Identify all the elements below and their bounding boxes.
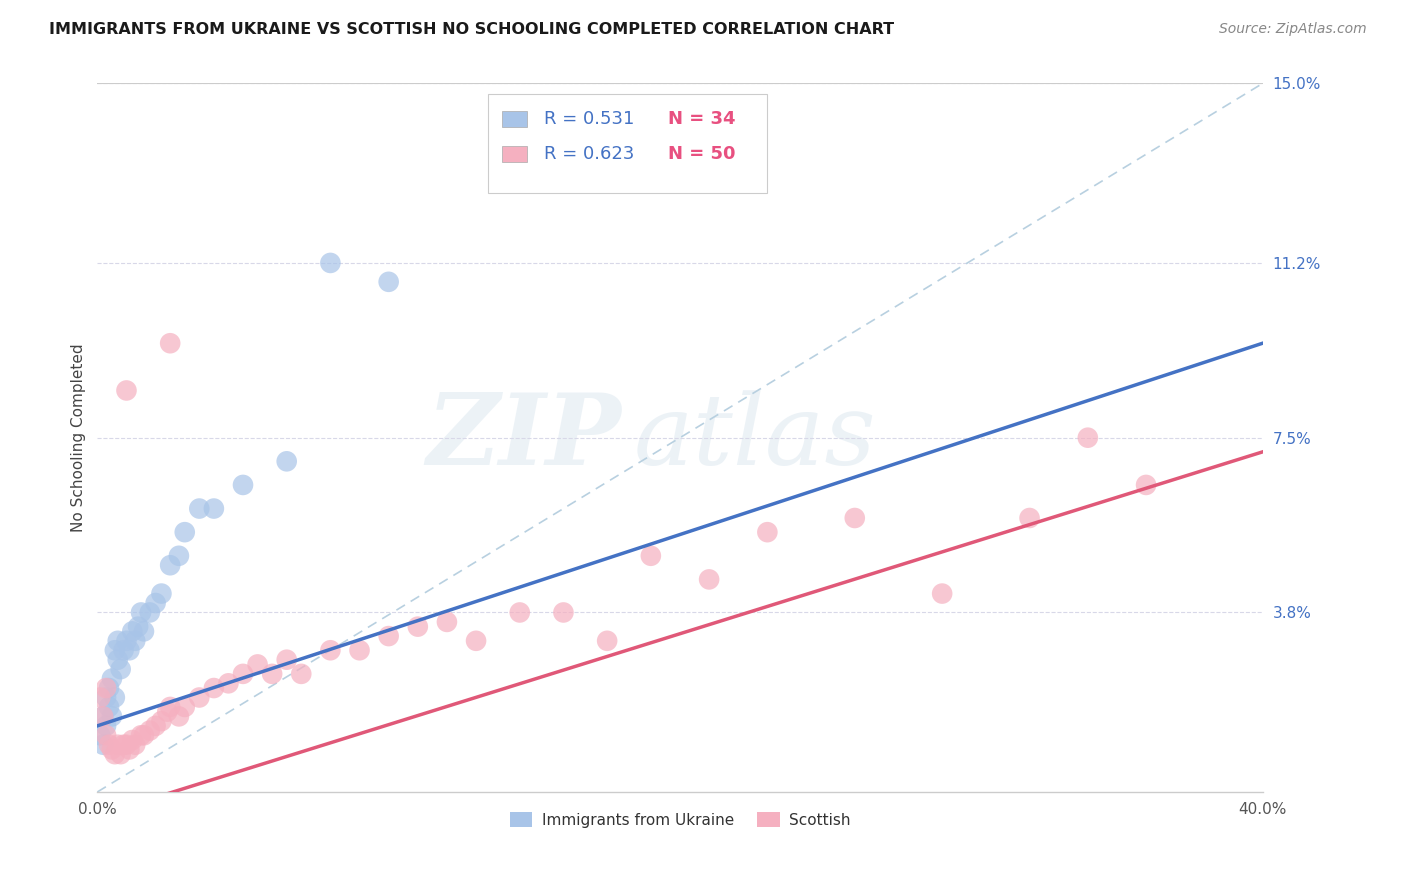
Point [697, 573, 720, 587]
Point [173, 525, 195, 540]
Point [94, 728, 117, 742]
FancyBboxPatch shape [488, 94, 768, 194]
Point [509, 606, 531, 620]
Point [107, 738, 129, 752]
Text: atlas: atlas [633, 390, 876, 485]
Point [101, 672, 124, 686]
Point [377, 629, 399, 643]
Point [124, 738, 146, 752]
Point [465, 633, 488, 648]
Point [118, 742, 141, 756]
Point [104, 747, 127, 761]
Point [232, 666, 254, 681]
Point [121, 624, 143, 639]
Point [377, 275, 399, 289]
Point [756, 525, 779, 540]
Point [159, 700, 181, 714]
Point [132, 728, 155, 742]
Point [127, 620, 149, 634]
Point [118, 643, 141, 657]
Point [150, 714, 173, 728]
Point [276, 653, 298, 667]
Point [101, 709, 124, 723]
Point [129, 606, 152, 620]
Point [115, 738, 138, 752]
Point [98, 738, 121, 752]
Point [319, 643, 342, 657]
Point [94, 690, 117, 705]
Point [129, 728, 152, 742]
Text: N = 50: N = 50 [668, 145, 735, 163]
Point [156, 705, 179, 719]
Point [89, 690, 111, 705]
Point [115, 633, 138, 648]
Point [159, 336, 181, 351]
Point [188, 690, 211, 705]
Point [112, 738, 135, 752]
Point [173, 700, 195, 714]
Point [276, 454, 298, 468]
FancyBboxPatch shape [502, 112, 527, 127]
Text: R = 0.623: R = 0.623 [544, 145, 634, 163]
Point [98, 681, 121, 695]
Point [246, 657, 269, 672]
Point [124, 633, 146, 648]
Point [436, 615, 458, 629]
FancyBboxPatch shape [502, 146, 527, 162]
Point [139, 606, 162, 620]
Point [91, 738, 114, 752]
Point [89, 728, 111, 742]
Point [110, 747, 132, 761]
Text: Source: ZipAtlas.com: Source: ZipAtlas.com [1219, 22, 1367, 37]
Y-axis label: No Schooling Completed: No Schooling Completed [72, 343, 86, 532]
Point [290, 666, 312, 681]
Point [1077, 431, 1099, 445]
Point [112, 643, 135, 657]
Point [94, 681, 117, 695]
Point [115, 384, 138, 398]
Point [931, 586, 953, 600]
Point [640, 549, 662, 563]
Point [553, 606, 575, 620]
Point [159, 558, 181, 573]
Point [145, 719, 167, 733]
Point [98, 700, 121, 714]
Point [91, 709, 114, 723]
Text: IMMIGRANTS FROM UKRAINE VS SCOTTISH NO SCHOOLING COMPLETED CORRELATION CHART: IMMIGRANTS FROM UKRAINE VS SCOTTISH NO S… [49, 22, 894, 37]
Point [844, 511, 866, 525]
Point [349, 643, 371, 657]
Point [319, 256, 342, 270]
Point [104, 690, 127, 705]
Legend: Immigrants from Ukraine, Scottish: Immigrants from Ukraine, Scottish [503, 805, 856, 834]
Point [101, 742, 124, 756]
Point [262, 666, 284, 681]
Point [132, 624, 155, 639]
Point [232, 478, 254, 492]
Point [167, 549, 190, 563]
Text: ZIP: ZIP [426, 390, 621, 486]
Point [596, 633, 619, 648]
Point [202, 501, 225, 516]
Point [107, 653, 129, 667]
Point [139, 723, 162, 738]
Point [121, 733, 143, 747]
Point [104, 643, 127, 657]
Point [1135, 478, 1157, 492]
Point [1018, 511, 1040, 525]
Text: N = 34: N = 34 [668, 110, 735, 128]
Point [406, 620, 429, 634]
Point [202, 681, 225, 695]
Point [91, 709, 114, 723]
Point [94, 719, 117, 733]
Point [110, 662, 132, 676]
Point [145, 596, 167, 610]
Point [150, 586, 173, 600]
Point [107, 633, 129, 648]
Point [167, 709, 190, 723]
Point [188, 501, 211, 516]
Text: R = 0.531: R = 0.531 [544, 110, 634, 128]
Point [217, 676, 239, 690]
